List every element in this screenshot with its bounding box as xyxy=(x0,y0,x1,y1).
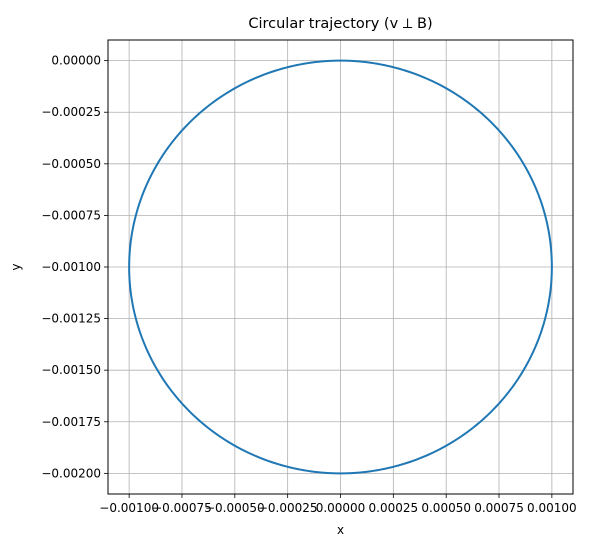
x-tick-label: −0.00025 xyxy=(258,501,318,515)
y-axis-ticks: 0.00000 −0.00025 −0.00050 −0.00075 −0.00100 −… xyxy=(41,54,108,480)
y-tick-label: −0.00050 xyxy=(41,157,101,171)
x-axis-label: x xyxy=(337,523,344,537)
trajectory-line xyxy=(128,59,553,475)
chart-title: Circular trajectory (v ⟂ B) xyxy=(248,16,432,32)
x-tick-label: −0.00050 xyxy=(205,501,265,515)
y-tick-label: −0.00150 xyxy=(41,363,101,377)
x-tick-label: 0.00025 xyxy=(369,501,419,515)
series-layer xyxy=(128,59,553,475)
x-tick-label: −0.00075 xyxy=(152,501,212,515)
x-tick-label: −0.00100 xyxy=(99,501,159,515)
y-tick-label: −0.00125 xyxy=(41,312,101,326)
y-tick-label: −0.00200 xyxy=(41,466,101,480)
x-tick-label: 0.00075 xyxy=(474,501,524,515)
y-tick-label: −0.00100 xyxy=(41,260,101,274)
y-tick-label: −0.00075 xyxy=(41,208,101,222)
y-tick-label: −0.00025 xyxy=(41,105,101,119)
y-axis-label: y xyxy=(9,263,23,270)
y-tick-label: −0.00175 xyxy=(41,415,101,429)
x-tick-label: 0.00000 xyxy=(316,501,366,515)
y-tick-label: 0.00000 xyxy=(51,54,101,68)
x-tick-label: 0.00050 xyxy=(421,501,471,515)
x-tick-label: 0.00100 xyxy=(527,501,577,515)
